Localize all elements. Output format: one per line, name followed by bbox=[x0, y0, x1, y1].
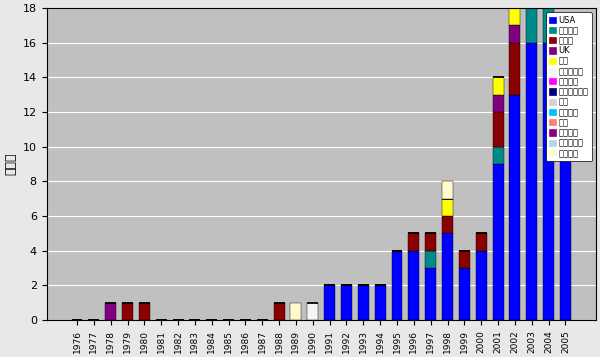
Bar bbox=[442, 181, 453, 199]
Bar bbox=[560, 112, 571, 147]
Bar bbox=[374, 286, 386, 320]
Bar bbox=[493, 77, 503, 95]
Bar bbox=[493, 147, 503, 164]
Bar bbox=[493, 112, 503, 147]
Bar bbox=[392, 251, 403, 320]
Bar bbox=[324, 286, 335, 320]
Bar bbox=[476, 233, 487, 251]
Bar bbox=[459, 268, 470, 320]
Bar bbox=[509, 43, 520, 95]
Bar bbox=[493, 164, 503, 320]
Bar bbox=[476, 251, 487, 320]
Bar bbox=[341, 286, 352, 320]
Bar bbox=[442, 199, 453, 216]
Bar bbox=[122, 303, 133, 320]
Bar bbox=[560, 77, 571, 95]
Bar bbox=[526, 8, 537, 43]
Bar bbox=[543, 8, 554, 43]
Bar bbox=[509, 25, 520, 43]
Bar bbox=[105, 303, 116, 320]
Bar bbox=[307, 303, 318, 320]
Bar bbox=[526, 43, 537, 320]
Bar bbox=[290, 303, 301, 320]
Bar bbox=[509, 95, 520, 320]
Bar bbox=[560, 95, 571, 112]
Bar bbox=[425, 268, 436, 320]
Bar bbox=[442, 233, 453, 320]
Bar bbox=[409, 233, 419, 251]
Legend: USA, フランス, ドイツ, UK, 日本, イスラエル, スペイン, オーストリア, 韓国, イタリア, 中国, ブラジル, ブルガリア, オランダ: USA, フランス, ドイツ, UK, 日本, イスラエル, スペイン, オース… bbox=[546, 12, 592, 161]
Bar bbox=[409, 251, 419, 320]
Bar bbox=[560, 43, 571, 60]
Bar bbox=[509, 0, 520, 25]
Bar bbox=[274, 303, 284, 320]
Bar bbox=[493, 95, 503, 112]
Bar bbox=[560, 60, 571, 77]
Y-axis label: 論文数: 論文数 bbox=[4, 153, 17, 175]
Bar bbox=[543, 43, 554, 320]
Bar bbox=[358, 286, 369, 320]
Bar bbox=[442, 216, 453, 233]
Bar bbox=[459, 251, 470, 268]
Bar bbox=[543, 0, 554, 8]
Bar bbox=[526, 0, 537, 8]
Bar bbox=[560, 147, 571, 320]
Bar bbox=[425, 233, 436, 251]
Bar bbox=[425, 251, 436, 268]
Bar bbox=[139, 303, 150, 320]
